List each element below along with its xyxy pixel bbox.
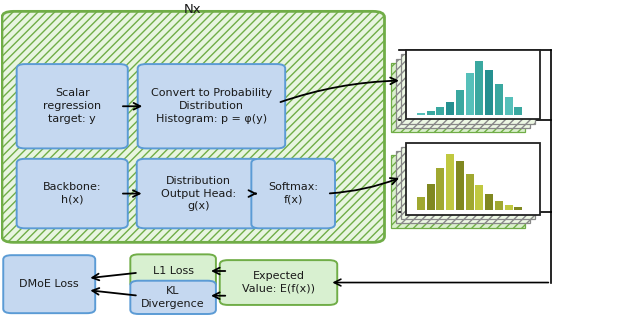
Bar (391, 155, 525, 228)
Bar (417, 113, 425, 115)
FancyBboxPatch shape (3, 255, 95, 313)
Text: Scalar
regression
target: y: Scalar regression target: y (43, 88, 101, 124)
Bar (406, 50, 540, 119)
FancyBboxPatch shape (137, 159, 260, 228)
Bar (446, 102, 454, 115)
Text: Nx: Nx (184, 3, 201, 16)
Bar (476, 61, 483, 115)
Bar (466, 73, 474, 115)
Bar (495, 201, 503, 210)
Bar (427, 111, 435, 115)
Bar (427, 184, 435, 210)
Bar (485, 70, 493, 115)
Bar (401, 147, 535, 219)
Bar (515, 208, 522, 210)
Bar (446, 154, 454, 210)
Bar (485, 194, 493, 210)
Bar (476, 185, 483, 210)
Bar (436, 108, 444, 115)
Bar (406, 143, 540, 215)
Bar (466, 174, 474, 210)
Text: KL
Divergence: KL Divergence (141, 286, 205, 309)
FancyBboxPatch shape (131, 254, 216, 288)
Text: DMoE Loss: DMoE Loss (19, 279, 79, 289)
Bar (456, 161, 464, 210)
Bar (396, 151, 530, 223)
FancyBboxPatch shape (252, 159, 335, 228)
FancyBboxPatch shape (17, 64, 128, 148)
Bar (436, 167, 444, 210)
Text: Convert to Probability
Distribution
Histogram: p = φ(y): Convert to Probability Distribution Hist… (151, 88, 272, 124)
Text: Softmax:
f(x): Softmax: f(x) (268, 182, 318, 205)
FancyBboxPatch shape (17, 159, 128, 228)
Bar (495, 84, 503, 115)
FancyBboxPatch shape (131, 281, 216, 314)
Bar (505, 205, 513, 210)
Bar (515, 107, 522, 115)
Text: Distribution
Output Head:
g(x): Distribution Output Head: g(x) (161, 176, 236, 212)
Text: Expected
Value: E(f(x)): Expected Value: E(f(x)) (242, 271, 315, 294)
FancyBboxPatch shape (220, 260, 337, 305)
Bar (456, 90, 464, 115)
FancyBboxPatch shape (2, 11, 385, 242)
Bar (396, 59, 530, 128)
FancyBboxPatch shape (138, 64, 285, 148)
Text: Backbone:
h(x): Backbone: h(x) (43, 182, 102, 205)
Bar (401, 55, 535, 124)
Bar (505, 97, 513, 115)
Bar (391, 63, 525, 132)
Bar (417, 198, 425, 210)
Text: L1 Loss: L1 Loss (152, 266, 194, 276)
